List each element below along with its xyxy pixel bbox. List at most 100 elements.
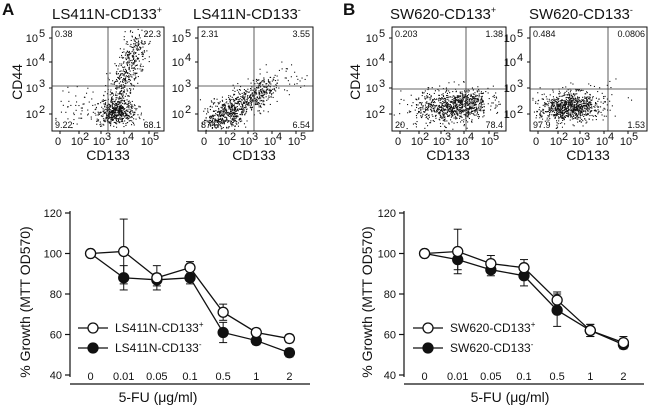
flow-dot: [547, 105, 549, 107]
flow-dot: [414, 122, 416, 124]
flow-dot: [570, 115, 572, 117]
flow-dot: [573, 104, 575, 106]
flow-dot: [456, 111, 458, 113]
flow-dot: [439, 85, 441, 87]
flow-dot: [428, 104, 430, 106]
flow-dot: [130, 75, 132, 77]
flow-dot: [594, 106, 596, 108]
flow-dot: [133, 78, 135, 80]
flow-dot: [132, 49, 134, 51]
flow-dot: [482, 92, 484, 94]
flow-dot: [275, 80, 277, 82]
flow-dot: [468, 104, 470, 106]
flow-dot: [218, 110, 220, 112]
flow-dot: [566, 115, 568, 117]
flow-dot: [564, 103, 566, 105]
flow-dot: [572, 105, 574, 107]
flow-dot: [569, 95, 571, 97]
flow-dot: [586, 121, 588, 123]
flow-dot: [114, 107, 116, 109]
flow-dot: [576, 98, 578, 100]
flow-dot: [242, 97, 244, 99]
flow-dot: [118, 100, 120, 102]
flow-dot: [130, 90, 132, 92]
flow-dot: [262, 96, 264, 98]
flow-dot: [461, 93, 463, 95]
flow-dot: [271, 94, 273, 96]
flow-dot: [262, 80, 264, 82]
flow-dot: [558, 120, 560, 122]
flow-dot: [548, 109, 550, 111]
flow-dot: [119, 112, 121, 114]
flow-dot: [563, 115, 565, 117]
flow-dot: [256, 103, 258, 105]
flow-dot: [226, 119, 228, 121]
flow-dot: [108, 106, 110, 108]
flow-dot: [577, 107, 579, 109]
flow-dot: [294, 83, 296, 85]
flow-dot: [123, 61, 125, 63]
flow-dot: [121, 107, 123, 109]
flow-dot: [445, 127, 447, 129]
flow-dot: [464, 105, 466, 107]
flow-dot: [132, 74, 134, 76]
flow-dot: [575, 100, 577, 102]
flow-dot: [276, 100, 278, 102]
flow-dot: [266, 99, 268, 101]
flow-dot: [468, 103, 470, 105]
flow-dot: [597, 100, 599, 102]
flow-dot: [469, 104, 471, 106]
flow-dot: [236, 103, 238, 105]
flow-dot: [237, 122, 239, 124]
flow-dot: [125, 75, 127, 77]
flow-dot: [468, 114, 470, 116]
flow-frame: [529, 26, 648, 132]
flow-dot: [587, 112, 589, 114]
flow-dot: [595, 115, 597, 117]
flow-dot: [114, 110, 116, 112]
flow-dot: [278, 69, 280, 71]
flow-dot: [122, 122, 124, 124]
flow-dot: [478, 89, 480, 91]
flow-dot: [536, 110, 538, 112]
flow-dot: [108, 115, 110, 117]
flow-dot: [65, 111, 67, 113]
flow-dot: [555, 104, 557, 106]
flow-x-tick-label: 10: [433, 136, 445, 148]
flow-dot: [426, 102, 428, 104]
flow-dot: [111, 113, 113, 115]
flow-dot: [452, 109, 454, 111]
flow-dot: [461, 107, 463, 109]
flow-dot: [256, 103, 258, 105]
flow-dot: [570, 93, 572, 95]
flow-dot: [123, 126, 125, 128]
flow-dot: [140, 42, 142, 44]
flow-dot: [296, 83, 298, 85]
flow-dot: [230, 117, 232, 119]
flow-dot: [459, 117, 461, 119]
quadrant-lr: 6.54: [292, 120, 310, 130]
flow-dot: [239, 100, 241, 102]
flow-dot: [580, 104, 582, 106]
flow-dot: [574, 106, 576, 108]
flow-dot: [118, 86, 120, 88]
data-point: [118, 245, 130, 258]
flow-dot: [267, 98, 269, 100]
flow-dot: [217, 125, 219, 127]
flow-dot: [430, 102, 432, 104]
flow-dot: [111, 98, 113, 100]
flow-dot: [232, 124, 234, 126]
flow-dot: [577, 96, 579, 98]
flow-dot: [566, 112, 568, 114]
flow-dot: [260, 106, 262, 108]
flow-dot: [572, 98, 574, 100]
flow-dot: [472, 107, 474, 109]
flow-dot: [109, 113, 111, 115]
flow-dot: [459, 102, 461, 104]
flow-dot: [588, 118, 590, 120]
flow-dot: [141, 55, 143, 57]
flow-dot: [557, 104, 559, 106]
y-tick-label: 120: [44, 208, 62, 220]
flow-dot: [453, 117, 455, 119]
flow-dot: [233, 100, 235, 102]
